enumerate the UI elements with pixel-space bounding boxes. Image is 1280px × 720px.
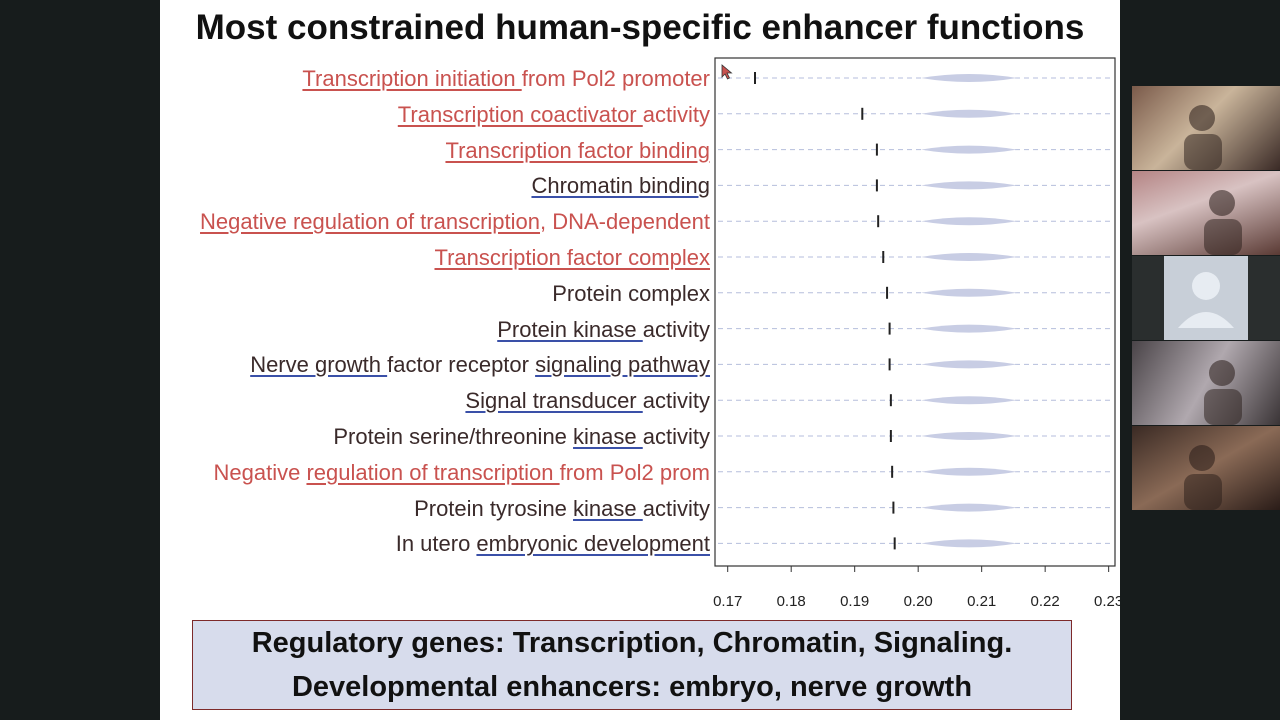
x-tick-label: 0.17: [713, 593, 742, 610]
category-label-segment: embryonic development: [476, 531, 710, 557]
category-label-segment: kinase: [573, 423, 643, 449]
category-label: Protein serine/threonine kinase activity: [160, 419, 710, 455]
category-label: Protein tyrosine kinase activity: [160, 491, 710, 527]
category-label-segment: Nerve growth: [250, 352, 388, 378]
person-silhouette-icon: [1204, 360, 1242, 425]
category-label-segment: Transcription initiation: [302, 66, 522, 91]
category-label-segment: Signal transducer: [465, 388, 643, 414]
participant-video-tile[interactable]: [1132, 341, 1280, 425]
category-label-segment: activity: [642, 423, 710, 449]
x-tick-label: 0.18: [777, 593, 806, 610]
mouse-cursor-icon: [721, 64, 733, 80]
x-tick-label: 0.22: [1031, 593, 1060, 610]
category-label-segment: Protein complex: [552, 280, 710, 306]
category-label-segment: activity: [642, 388, 710, 414]
null-distribution-violin: [920, 324, 1017, 333]
null-distribution-violin: [920, 432, 1017, 440]
category-label: Chromatin binding: [160, 168, 710, 204]
category-label-segment: Chromatin binding: [531, 173, 710, 199]
person-silhouette-icon: [1184, 105, 1222, 170]
category-labels: Transcription initiation from Pol2 promo…: [160, 61, 710, 562]
person-silhouette-icon: [1204, 190, 1242, 255]
category-label-segment: factor receptor: [387, 352, 536, 378]
enrichment-plot: 0.17 0.18 0.19 0.20 0.21 0.22 0.23: [713, 57, 1120, 610]
x-tick-label: 0.20: [904, 593, 933, 610]
category-label: Transcription initiation from Pol2 promo…: [160, 61, 710, 97]
category-label-segment: Transcription factor binding: [445, 137, 710, 163]
participant-video-tile[interactable]: [1132, 86, 1280, 170]
category-label-segment: Negative: [213, 459, 307, 485]
category-label-segment: Transcription factor complex: [434, 244, 710, 270]
participant-video-strip: [1132, 86, 1280, 511]
category-label-segment: In utero: [395, 531, 477, 557]
category-label-segment: Protein kinase: [497, 316, 643, 342]
null-distribution-violin: [920, 467, 1017, 476]
category-label: Signal transducer activity: [160, 383, 710, 419]
category-label: Negative regulation of transcription, DN…: [160, 204, 710, 240]
category-label-segment: kinase: [573, 495, 643, 521]
category-label-segment: , DNA-dependent: [540, 209, 710, 235]
person-silhouette-icon: [1184, 445, 1222, 510]
null-distribution-violin: [920, 288, 1017, 297]
category-label: In utero embryonic development: [160, 526, 710, 562]
participant-video-tile[interactable]: [1132, 256, 1280, 340]
category-label-segment: signaling pathway: [535, 352, 710, 378]
null-distribution-violin: [920, 360, 1017, 369]
category-label-segment: regulation of transcription: [306, 459, 560, 485]
category-label-segment: activity: [642, 101, 710, 127]
category-label-segment: Negative regulation of transcription: [200, 209, 540, 235]
category-label-segment: Transcription coactivator: [397, 101, 643, 127]
default-avatar-icon: [1164, 256, 1248, 340]
category-label: Negative regulation of transcription fro…: [160, 455, 710, 491]
summary-line-1: Regulatory genes: Transcription, Chromat…: [251, 627, 1013, 659]
null-distribution-violin: [920, 539, 1017, 548]
slide-title: Most constrained human-specific enhancer…: [195, 8, 1085, 47]
category-label-segment: Protein serine/threonine: [333, 423, 574, 449]
category-label: Transcription coactivator activity: [160, 97, 710, 133]
category-label: Protein kinase activity: [160, 312, 710, 348]
null-distribution-violin: [920, 74, 1017, 82]
summary-box: Regulatory genes: Transcription, Chromat…: [192, 620, 1072, 710]
null-distribution-violin: [920, 396, 1017, 405]
x-tick-label: 0.23: [1094, 593, 1120, 610]
category-label-segment: activity: [642, 495, 710, 521]
null-distribution-violin: [920, 181, 1017, 190]
category-label: Transcription factor binding: [160, 133, 710, 169]
null-distribution-violin: [920, 217, 1017, 226]
plot-frame: [714, 57, 1116, 567]
category-label-segment: from Pol2 promoter: [521, 66, 710, 91]
category-label-segment: Protein tyrosine: [414, 495, 574, 521]
null-distribution-violin: [920, 109, 1017, 118]
null-distribution-violin: [920, 145, 1017, 154]
x-tick-label: 0.19: [840, 593, 869, 610]
x-tick-label: 0.21: [967, 593, 996, 610]
null-distribution-violin: [920, 253, 1017, 261]
category-label: Nerve growth factor receptor signaling p…: [160, 347, 710, 383]
null-distribution-violin: [920, 503, 1017, 512]
summary-line-2: Developmental enhancers: embryo, nerve g…: [291, 671, 973, 703]
category-label: Transcription factor complex: [160, 240, 710, 276]
category-label-segment: activity: [642, 316, 710, 342]
presentation-slide: Most constrained human-specific enhancer…: [160, 0, 1120, 720]
participant-video-tile[interactable]: [1132, 171, 1280, 255]
category-label: Protein complex: [160, 276, 710, 312]
category-label-segment: from Pol2 prom: [559, 459, 710, 485]
participant-video-tile[interactable]: [1132, 426, 1280, 510]
